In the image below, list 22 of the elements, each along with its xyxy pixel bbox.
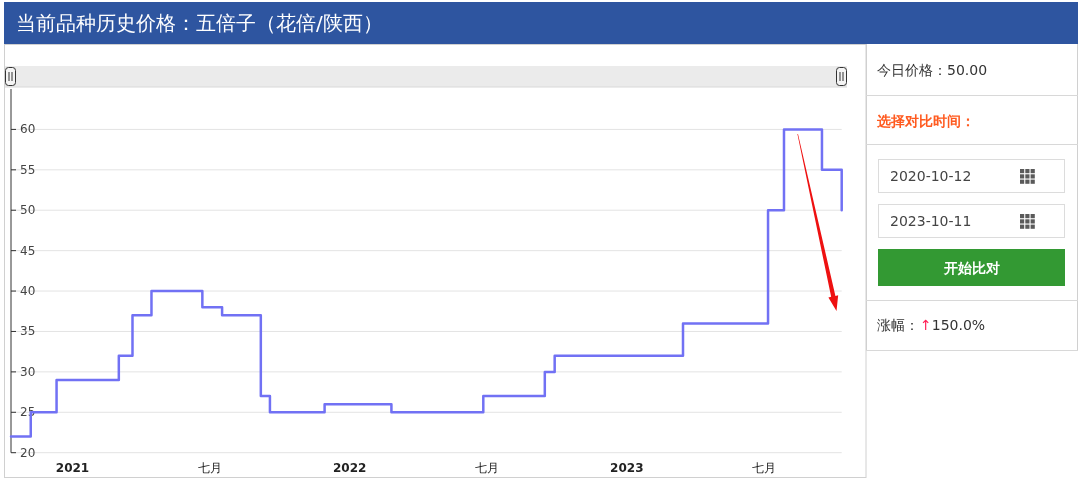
y-tick-label: 55 [20, 162, 36, 177]
text: 选择对比时间： [876, 113, 975, 129]
y-tick-label: 45 [20, 243, 36, 258]
y-tick-label: 60 [20, 122, 36, 137]
y-tick-label: 30 [20, 364, 36, 379]
text: 开始比对 [942, 259, 1000, 276]
text: 2020-10-12 [890, 168, 972, 184]
y-tick-label: 35 [20, 324, 36, 339]
x-tick-label: 七月 [752, 461, 777, 475]
y-tick-label: 40 [20, 284, 36, 299]
y-tick-label: 50 [20, 203, 36, 218]
text: ↑150.0% [920, 317, 986, 333]
x-tick-label: 2022 [332, 461, 367, 475]
text: 涨幅： [877, 317, 919, 333]
x-tick-label: 七月 [197, 461, 222, 475]
x-tick-label: 2021 [55, 461, 90, 475]
text: 2023-10-11 [890, 213, 972, 229]
y-tick-label: 20 [20, 445, 36, 460]
chart-title: 当前品种历史价格：五倍子（花倍/陕西） [16, 11, 383, 35]
text: 今日价格：50.00 [877, 62, 988, 78]
x-tick-label: 七月 [475, 461, 500, 475]
x-tick-label: 2023 [610, 461, 644, 475]
